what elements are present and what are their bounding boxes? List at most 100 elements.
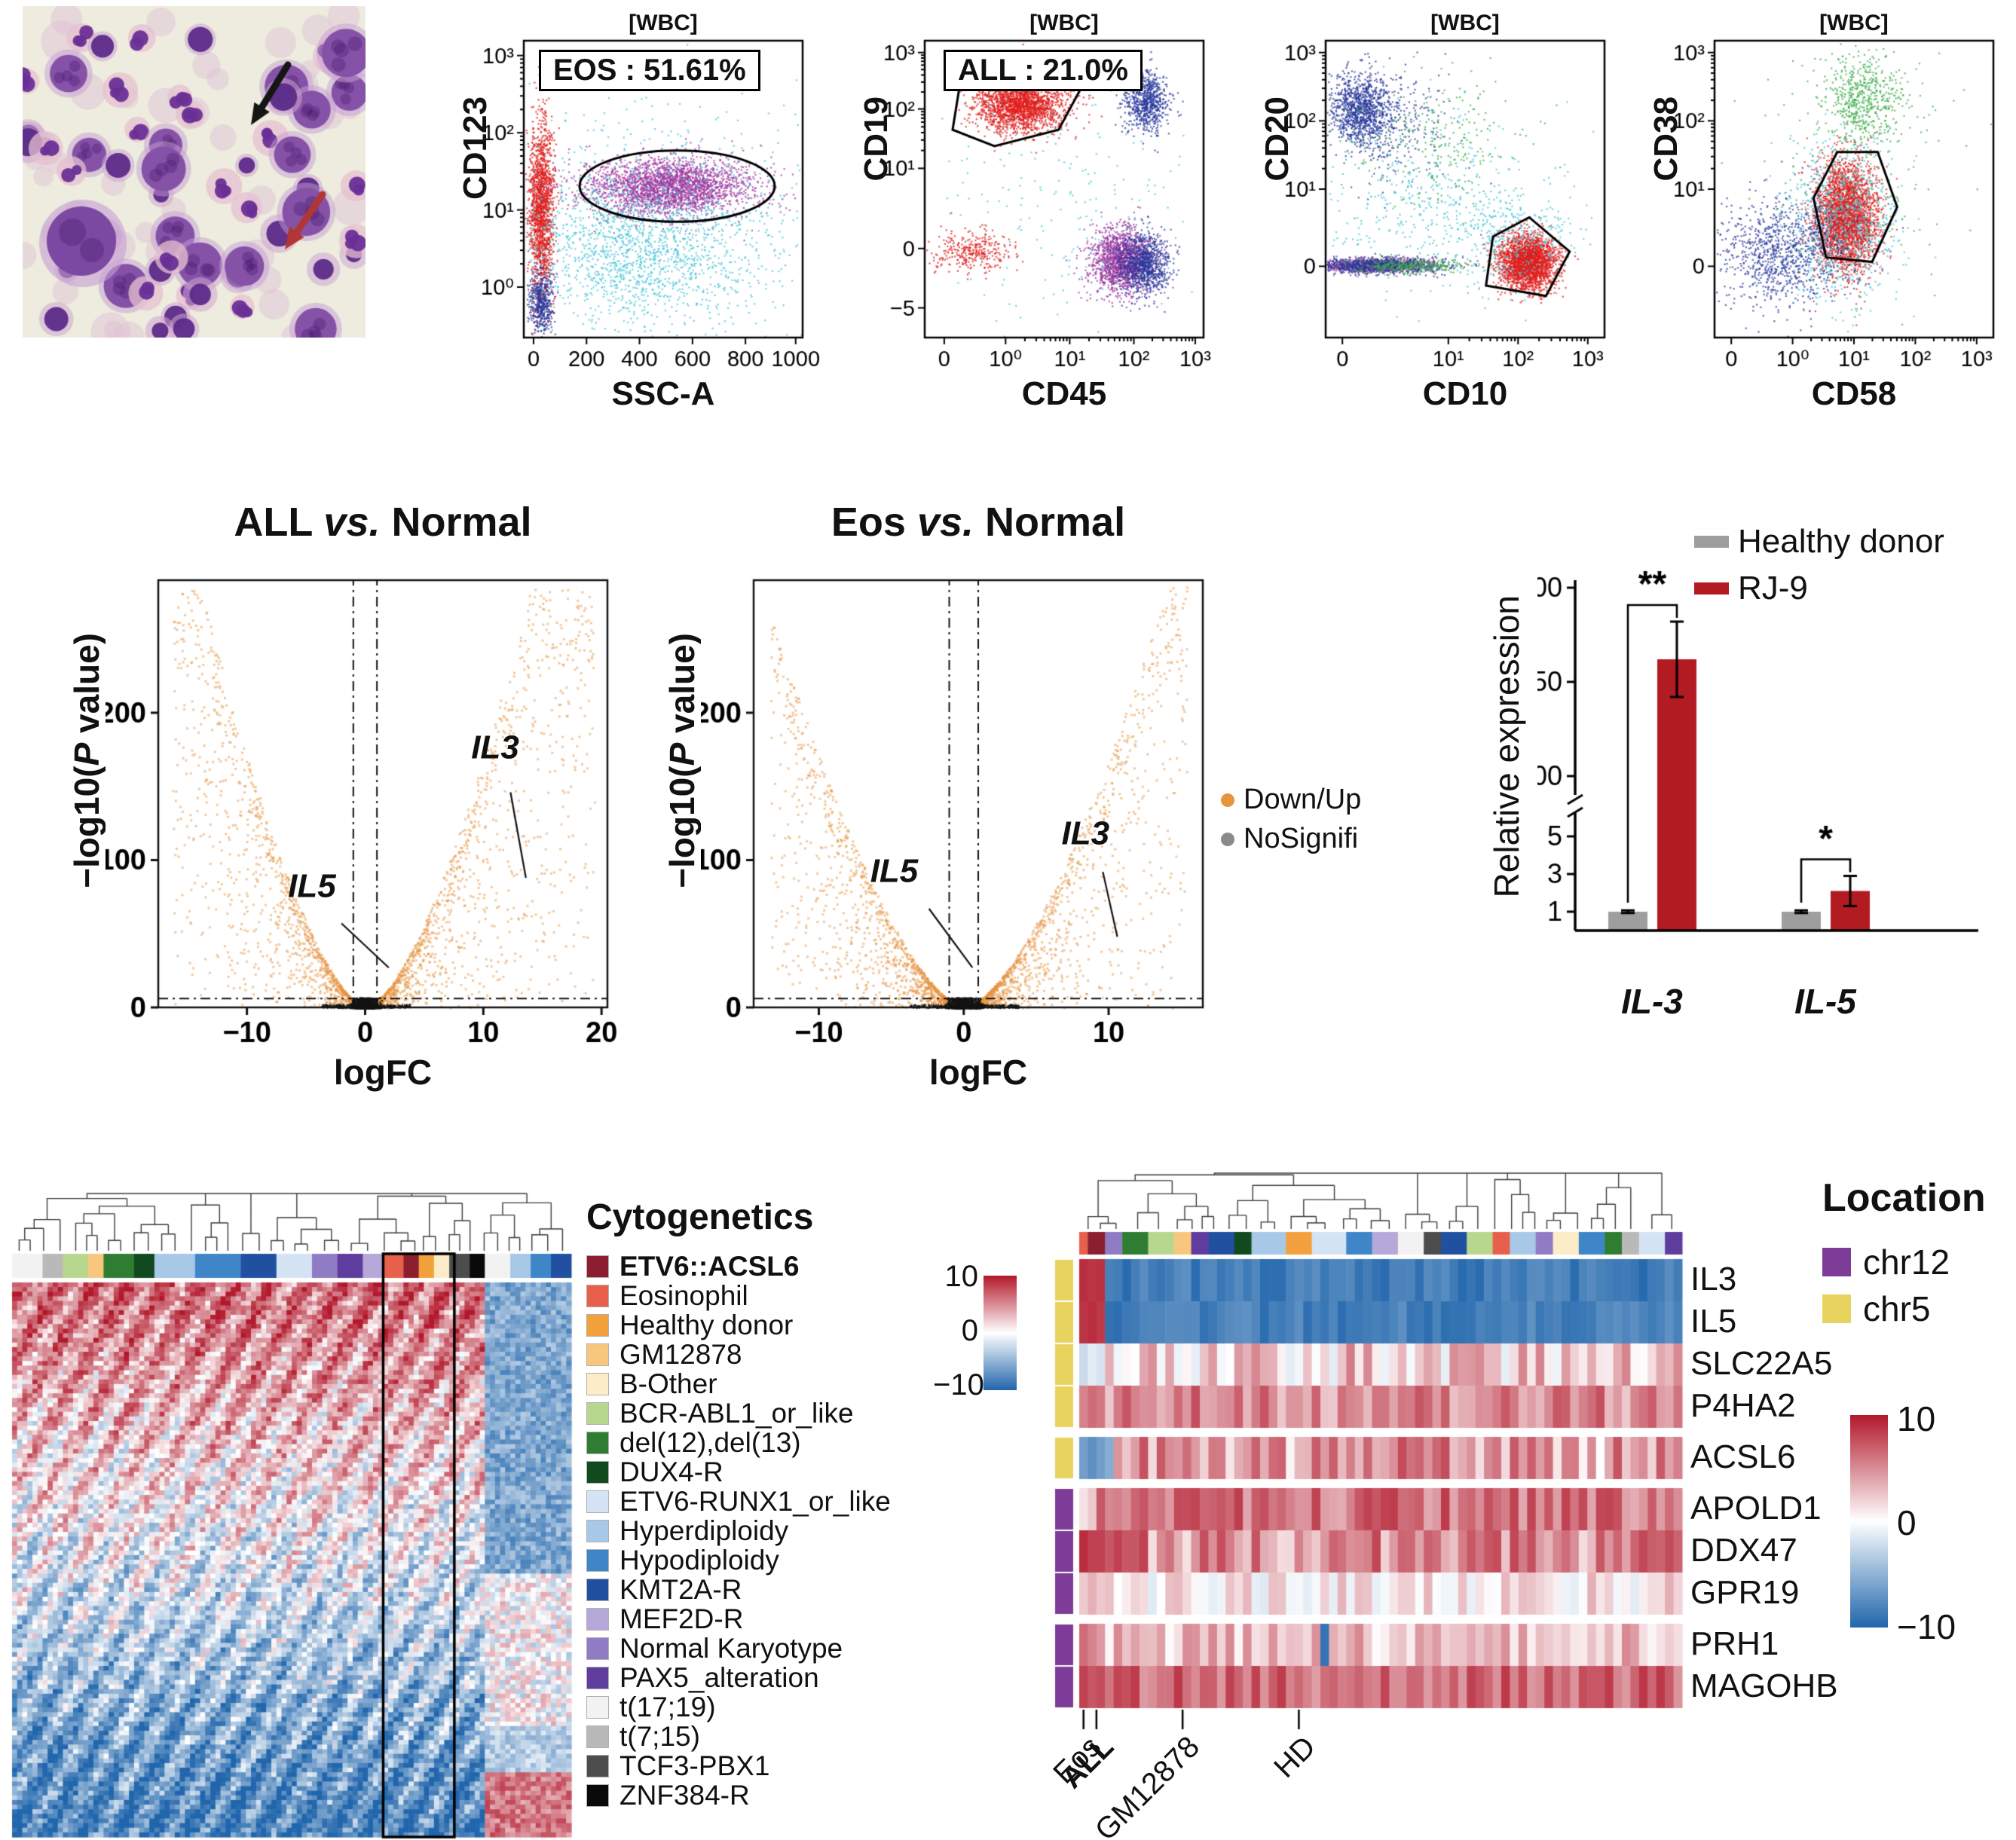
heatmap-gene-label: SLC22A5 [1690,1345,1833,1382]
legend-label: GM12878 [619,1338,742,1370]
legend-swatch [1694,536,1729,548]
bar-y-axis-label: Relative expression [1487,595,1526,898]
cytogenetics-legend-item: t(7;15) [586,1721,1054,1752]
cytogenetics-legend-item: Hyperdiploidy [586,1514,1054,1546]
legend-label: MEF2D-R [619,1603,744,1634]
legend-color-swatch [1822,1248,1851,1276]
heatmap-gene-label: APOLD1 [1690,1490,1822,1527]
gate-percentage-label: EOS : 51.61% [539,50,760,91]
volcano-y-axis-label: −log10(P value) [66,633,107,888]
legend-color-swatch [586,1284,609,1307]
flow-scatter-plot [460,36,823,374]
cytogenetics-legend-item: del(12),del(13) [586,1426,1054,1458]
legend-color-swatch [586,1343,609,1366]
legend-label: t(17;19) [619,1691,716,1722]
blood-smear-micrograph [23,6,366,338]
title-text: ALL [234,500,324,545]
colorbar-tick-label: 0 [1897,1503,1917,1542]
legend-label: Down/Up [1244,784,1362,815]
flow-x-axis-label: CD58 [1811,375,1897,412]
flow-panel-cd19-cd45: [WBC] CD19 ALL : 21.0% CD45 [858,6,1224,413]
volcano-title-all: ALL vs. Normal [158,499,607,546]
heatmap-x-group-label: HD [1268,1730,1323,1784]
title-vs: vs. [323,500,381,545]
title-text: Eos [831,500,917,545]
ylabel-p: P [662,742,702,766]
flow-plot-title: [WBC] [1029,11,1099,35]
legend-color-swatch [586,1255,609,1278]
ylabel-text: −log10( [67,766,106,888]
cytogenetics-legend-item: BCR-ABL1_or_like [586,1398,1054,1429]
legend-color-swatch [586,1519,609,1542]
flow-x-axis-label: CD45 [1021,375,1107,412]
gate-percentage-label: ALL : 21.0% [944,50,1143,91]
heatmap-gene-label: PRH1 [1690,1625,1779,1662]
legend-label: B-Other [619,1368,717,1399]
cytogenetics-legend-item: Eosinophil [586,1279,1054,1311]
heatmap-gene-label: IL3 [1690,1261,1737,1297]
ylabel-p: P [67,742,106,766]
volcano-plot-eos-vs-normal [701,561,1213,1044]
bar-group-label-il3: IL-3 [1621,982,1683,1021]
gene-annotation-il5: IL5 [870,852,919,890]
cytogenetics-legend-title: Cytogenetics [586,1197,814,1237]
cytogenetics-legend-item: PAX5_alteration [586,1661,1054,1693]
legend-color-swatch [586,1490,609,1513]
flow-x-axis-label: CD10 [1422,375,1508,412]
location-legend-item: chr12 [1822,1239,2011,1285]
title-vs: vs. [916,500,974,545]
cytogenetics-legend-item: MEF2D-R [586,1603,1054,1634]
cytogenetics-legend-items: ETV6::ACSL6 Eosinophil Healthy donor GM1287… [586,1250,1054,1811]
cytogenetics-legend-item: KMT2A-R [586,1573,1054,1605]
colorbar-tick-label: 10 [1897,1399,1936,1438]
bar-legend-healthy-donor: Healthy donor [1694,523,1944,561]
flow-y-axis-label: CD20 [1259,96,1296,182]
expression-heatmap-all-genes [6,1190,577,1840]
heatmap-gene-label: P4HA2 [1690,1387,1796,1424]
heatmap-gene-label: MAGOHB [1690,1667,1838,1704]
gene-annotation-il3: IL3 [471,729,519,766]
colorbar-tick-label: −10 [933,1368,984,1401]
flow-scatter-plot [1650,36,2014,374]
legend-label: NoSignifi [1244,823,1359,854]
flow-scatter-plot [1262,36,1625,374]
ylabel-text: −log10( [662,766,702,888]
cytogenetics-legend: Cytogenetics ETV6::ACSL6 Eosinophil Health… [586,1197,1054,1811]
heatmap-gene-label: GPR19 [1690,1574,1800,1611]
cytogenetics-legend-item: GM12878 [586,1338,1054,1370]
volcano-legend-downup: Down/Up [1221,784,1361,816]
legend-label: PAX5_alteration [619,1661,819,1693]
flow-panel-cd38-cd58: [WBC] CD38 CD58 [1647,6,2014,413]
legend-label: KMT2A-R [619,1573,742,1605]
flow-panel-cd20-cd10: [WBC] CD20 CD10 [1259,6,1625,413]
title-text: Normal [974,500,1126,545]
flow-y-axis-label: CD38 [1647,96,1684,182]
legend-label: del(12),del(13) [619,1426,801,1458]
cytogenetics-legend-item: ETV6-RUNX1_or_like [586,1485,1054,1517]
legend-dot-icon [1221,832,1234,846]
bar-group-label-il5: IL-5 [1794,982,1856,1021]
volcano-plot-all-vs-normal [106,561,618,1044]
relative-expression-bar-chart [1537,558,2005,980]
legend-label: DUX4-R [619,1456,723,1487]
legend-color-swatch [586,1431,609,1454]
legend-label: ETV6-RUNX1_or_like [619,1485,891,1517]
ylabel-text: value) [662,633,702,743]
legend-color-swatch [586,1754,609,1777]
legend-label: ETV6::ACSL6 [619,1250,800,1282]
heatmap-gene-label: IL5 [1690,1303,1737,1340]
legend-color-swatch [586,1783,609,1807]
heatmap-gene-label: ACSL6 [1690,1438,1796,1475]
legend-color-swatch [586,1548,609,1572]
flow-plot-title: [WBC] [629,11,698,35]
ylabel-text: value) [67,633,106,743]
title-text: Normal [380,500,532,545]
flow-y-axis-label: CD123 [457,96,494,200]
legend-color-swatch [586,1578,609,1601]
legend-label: Hyperdiploidy [619,1514,789,1546]
legend-label: Eosinophil [619,1279,748,1311]
colorbar-tick-label: 0 [961,1314,978,1347]
cytogenetics-legend-item: t(17;19) [586,1692,1054,1722]
location-legend-title: Location [1822,1176,1986,1220]
gene-annotation-il3: IL3 [1061,815,1110,852]
